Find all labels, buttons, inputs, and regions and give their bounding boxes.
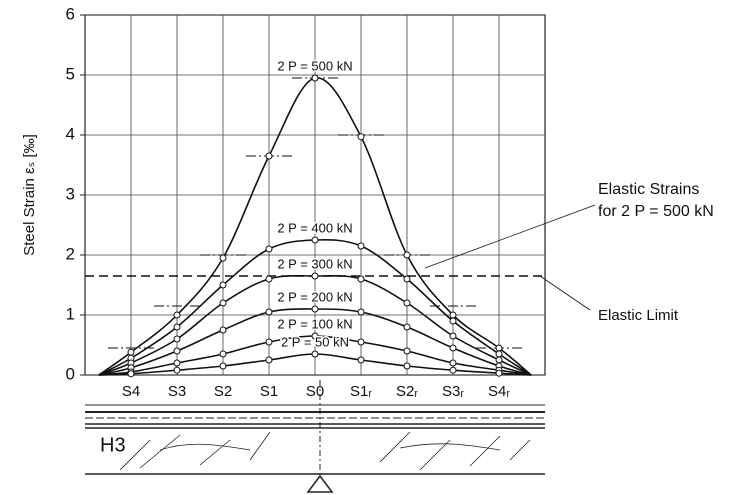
x-tick-label: S4 (122, 383, 140, 400)
data-point (403, 251, 411, 259)
data-point (357, 242, 365, 250)
data-point (265, 356, 273, 364)
data-point (357, 275, 365, 283)
data-point (311, 332, 319, 340)
data-point (265, 275, 273, 283)
data-point (449, 344, 457, 352)
y-tick-label: 3 (66, 184, 75, 203)
data-point (173, 366, 181, 374)
data-point (357, 338, 365, 346)
data-point (449, 332, 457, 340)
x-tick-label: S0 (306, 383, 324, 400)
x-tick-label: S3 (168, 383, 186, 400)
data-point (311, 350, 319, 358)
data-point (173, 347, 181, 355)
beam-drawing (85, 380, 545, 493)
data-point (449, 311, 457, 319)
data-point (311, 236, 319, 244)
x-tick-label: S4ᵣ (488, 383, 510, 400)
series-label: 2 P = 100 kN (277, 316, 352, 331)
x-tick-label: S2 (214, 383, 232, 400)
data-point (357, 133, 365, 141)
y-axis-label: Steel Strain εₛ [‰] (21, 134, 38, 256)
x-tick-label: S3ᵣ (442, 383, 464, 400)
series-label: 2 P = 200 kN (277, 289, 352, 304)
annotation: Elastic Strains (598, 181, 699, 198)
specimen-label: H3 (100, 434, 126, 456)
data-point (311, 305, 319, 313)
data-point (219, 362, 227, 370)
data-point (265, 308, 273, 316)
y-tick-label: 4 (66, 124, 75, 143)
series-label: 2 P = 500 kN (277, 58, 352, 73)
data-point (173, 359, 181, 367)
data-point (219, 254, 227, 262)
data-point (311, 272, 319, 280)
data-point (173, 323, 181, 331)
x-tick-label: S2ᵣ (396, 383, 418, 400)
y-tick-label: 0 (66, 364, 75, 383)
annotation: for 2 P = 500 kN (598, 203, 714, 220)
leader (424, 204, 596, 269)
data-point (219, 299, 227, 307)
data-point (173, 335, 181, 343)
data-point (173, 311, 181, 319)
data-point (357, 356, 365, 364)
data-point (449, 366, 457, 374)
data-point (495, 356, 503, 364)
data-point (403, 362, 411, 370)
x-tick-label: S1ᵣ (350, 383, 372, 400)
series-label: 2 P = 300 kN (277, 256, 352, 271)
data-point (219, 326, 227, 334)
data-point (495, 369, 503, 377)
data-point (403, 299, 411, 307)
data-point (403, 275, 411, 283)
data-point (265, 152, 273, 160)
data-point (127, 370, 135, 378)
y-tick-label: 6 (66, 4, 75, 23)
data-point (311, 74, 319, 82)
series-label: 2 P = 400 kN (277, 220, 352, 235)
data-point (127, 348, 135, 356)
y-tick-label: 1 (66, 304, 75, 323)
data-point (219, 350, 227, 358)
data-point (403, 347, 411, 355)
data-point (265, 338, 273, 346)
data-point (495, 350, 503, 358)
data-point (449, 359, 457, 367)
data-point (449, 317, 457, 325)
leader (539, 275, 591, 311)
data-point (265, 245, 273, 253)
data-point (357, 308, 365, 316)
y-tick-label: 2 (66, 244, 75, 263)
series-label: 2 P = 50 kN (281, 334, 349, 349)
data-point (495, 344, 503, 352)
annotation: Elastic Limit (598, 307, 679, 324)
data-point (403, 323, 411, 331)
y-tick-label: 5 (66, 64, 75, 83)
x-tick-label: S1 (260, 383, 278, 400)
data-point (219, 281, 227, 289)
